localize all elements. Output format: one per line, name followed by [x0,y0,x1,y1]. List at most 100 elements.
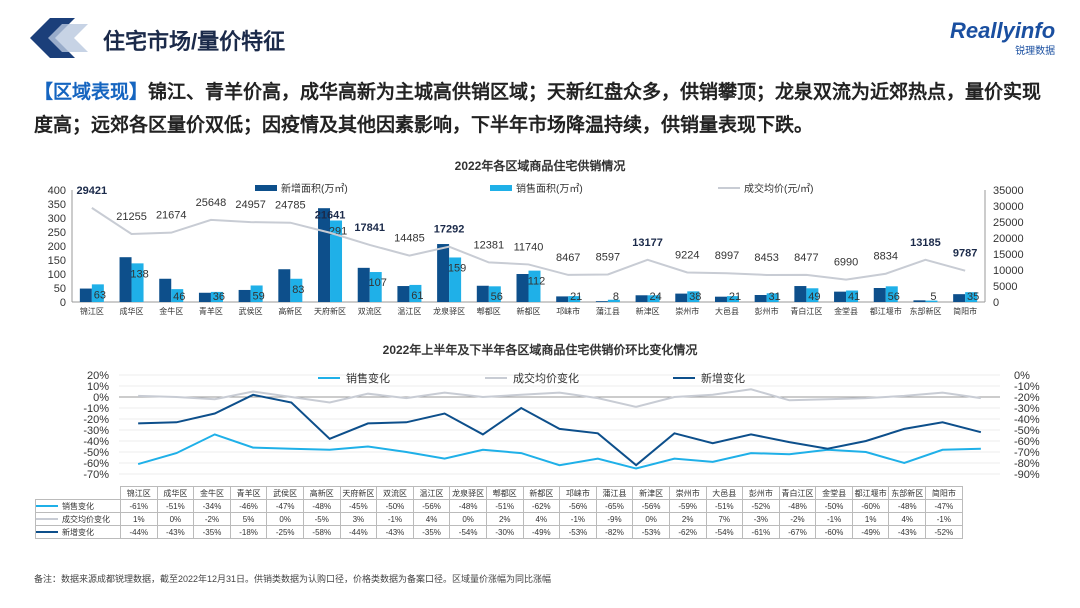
series-line-0 [137,433,981,470]
x-tick-label: 郫都区 [477,306,501,316]
x-tick-label: 新都区 [517,306,541,316]
sales-data-label: 38 [689,291,701,303]
price-line [91,207,966,281]
price-data-label: 12381 [474,239,505,251]
price-data-label: 8597 [596,251,620,263]
table-cell: -44% [120,525,158,539]
y-tick-label: 400 [48,185,66,197]
bar-sales-area [726,296,739,302]
change-table: 锦江区 成华区 金牛区 青羊区 武侯区 高新区 天府新区 双流区 温江区 龙泉驿区 郫都区 新都区 邛崃… [35,486,963,539]
table-cell: -44% [339,525,378,539]
table-cell: -35% [193,525,231,539]
bar-sales-area [528,270,541,302]
table-cell: -48% [302,499,341,513]
y-tick-label: 0 [60,297,66,309]
table-cell: 0% [156,512,195,526]
column-header: 青羊区 [229,486,268,500]
y2-tick-label: 0% [1014,370,1030,382]
y2-tick-label: -90% [1014,469,1040,481]
table-cell: -1% [815,512,853,526]
x-tick-label: 大邑县 [715,306,739,316]
x-tick-label: 新津区 [636,306,660,316]
y-tick-label: -10% [83,403,109,415]
y-tick-label: -30% [83,425,109,437]
price-data-label: 6990 [834,257,858,269]
price-data-label: 8834 [874,251,898,263]
bar-sales-area [925,300,938,302]
x-tick-label: 东部新区 [909,306,941,316]
chart2-title: 2022年上半年及下半年各区域商品住宅供销价环比变化情况 [382,343,698,357]
column-header: 东部新区 [888,486,927,500]
table-cell: -82% [595,525,634,539]
y-tick-label: 0% [93,392,109,404]
bar-new-area [119,257,132,302]
bar-new-area [238,289,251,302]
row-label: 成交均价变化 [35,512,121,526]
bar-sales-area [210,291,223,302]
price-data-label: 11740 [514,241,544,253]
row-label: 新增变化 [35,525,121,539]
sales-data-label: 36 [213,291,225,303]
page-title: 住宅市场/量价特征 [103,29,286,54]
table-cell: -1% [925,512,963,526]
table-header-row: 锦江区 成华区 金牛区 青羊区 武侯区 高新区 天府新区 双流区 温江区 龙泉驿区 郫都区 新都区 邛崃… [36,486,963,500]
bar-new-area [714,296,727,302]
column-header: 金牛区 [193,486,231,500]
y2-tick-label: -80% [1014,458,1040,470]
sales-data-label: 31 [769,291,781,303]
bar-sales-area [290,278,303,302]
table-cell: -5% [302,512,341,526]
table-cell: -1% [376,512,414,526]
table-cell: -45% [339,499,378,513]
price-data-label: 8477 [794,252,818,264]
y2-tick-label: -60% [1014,436,1040,448]
bar-new-area [278,269,291,302]
column-header: 大邑县 [705,486,744,500]
table-cell: -30% [485,525,524,539]
y2-tick-label: -10% [1014,381,1040,393]
bar-new-area [516,274,529,302]
bar-sales-area [607,299,620,302]
column-header: 蒲江县 [595,486,634,500]
table-cell: 2% [668,512,707,526]
table-cell: 4% [522,512,561,526]
bar-sales-area [369,272,382,302]
sales-data-label: 59 [253,290,265,302]
price-data-label: 24957 [235,199,266,211]
row-label: 销售变化 [35,499,121,513]
table-cell: -49% [851,525,890,539]
bar-sales-area [91,284,104,302]
x-tick-label: 青羊区 [199,306,223,316]
bar-sales-area [171,289,184,302]
column-header: 温江区 [412,486,451,500]
bar-sales-area [687,291,700,302]
table-cell: -59% [668,499,707,513]
x-tick-label: 金牛区 [159,306,183,316]
price-data-label: 17841 [354,222,385,234]
bar-sales-area [647,295,660,302]
table-cell: -53% [559,525,597,539]
table-cell: 1% [851,512,890,526]
y-tick-label: 20% [87,370,109,382]
column-header: 彭州市 [742,486,780,500]
x-tick-label: 天府新区 [314,306,346,316]
price-data-label: 8997 [715,250,739,262]
table-cell: -47% [925,499,963,513]
sales-data-label: 21 [570,291,582,303]
bar-sales-area [488,286,501,302]
summary-text: 【区域表现】锦江、青羊价高，成华高新为主城高供销区域；天新红盘众多，供销攀顶；龙… [34,82,1042,136]
bar-new-area [635,295,648,302]
x-tick-label: 成华区 [120,306,144,316]
table-row: 新增变化 -44% -43% -35% -18% -25% -58% -44% -43% -35%… [35,525,963,539]
sales-data-label: 107 [369,277,387,289]
bar-new-area [794,286,807,302]
column-header: 邛崃市 [559,486,597,500]
price-data-label: 21255 [116,211,147,223]
table-cell: -9% [595,512,634,526]
y2-tick-label: 10000 [993,265,1024,277]
table-cell: 5% [229,512,268,526]
price-data-label: 13185 [910,237,941,249]
table-cell: -25% [266,525,304,539]
x-tick-label: 简阳市 [953,306,977,316]
sales-data-label: 24 [649,291,661,303]
